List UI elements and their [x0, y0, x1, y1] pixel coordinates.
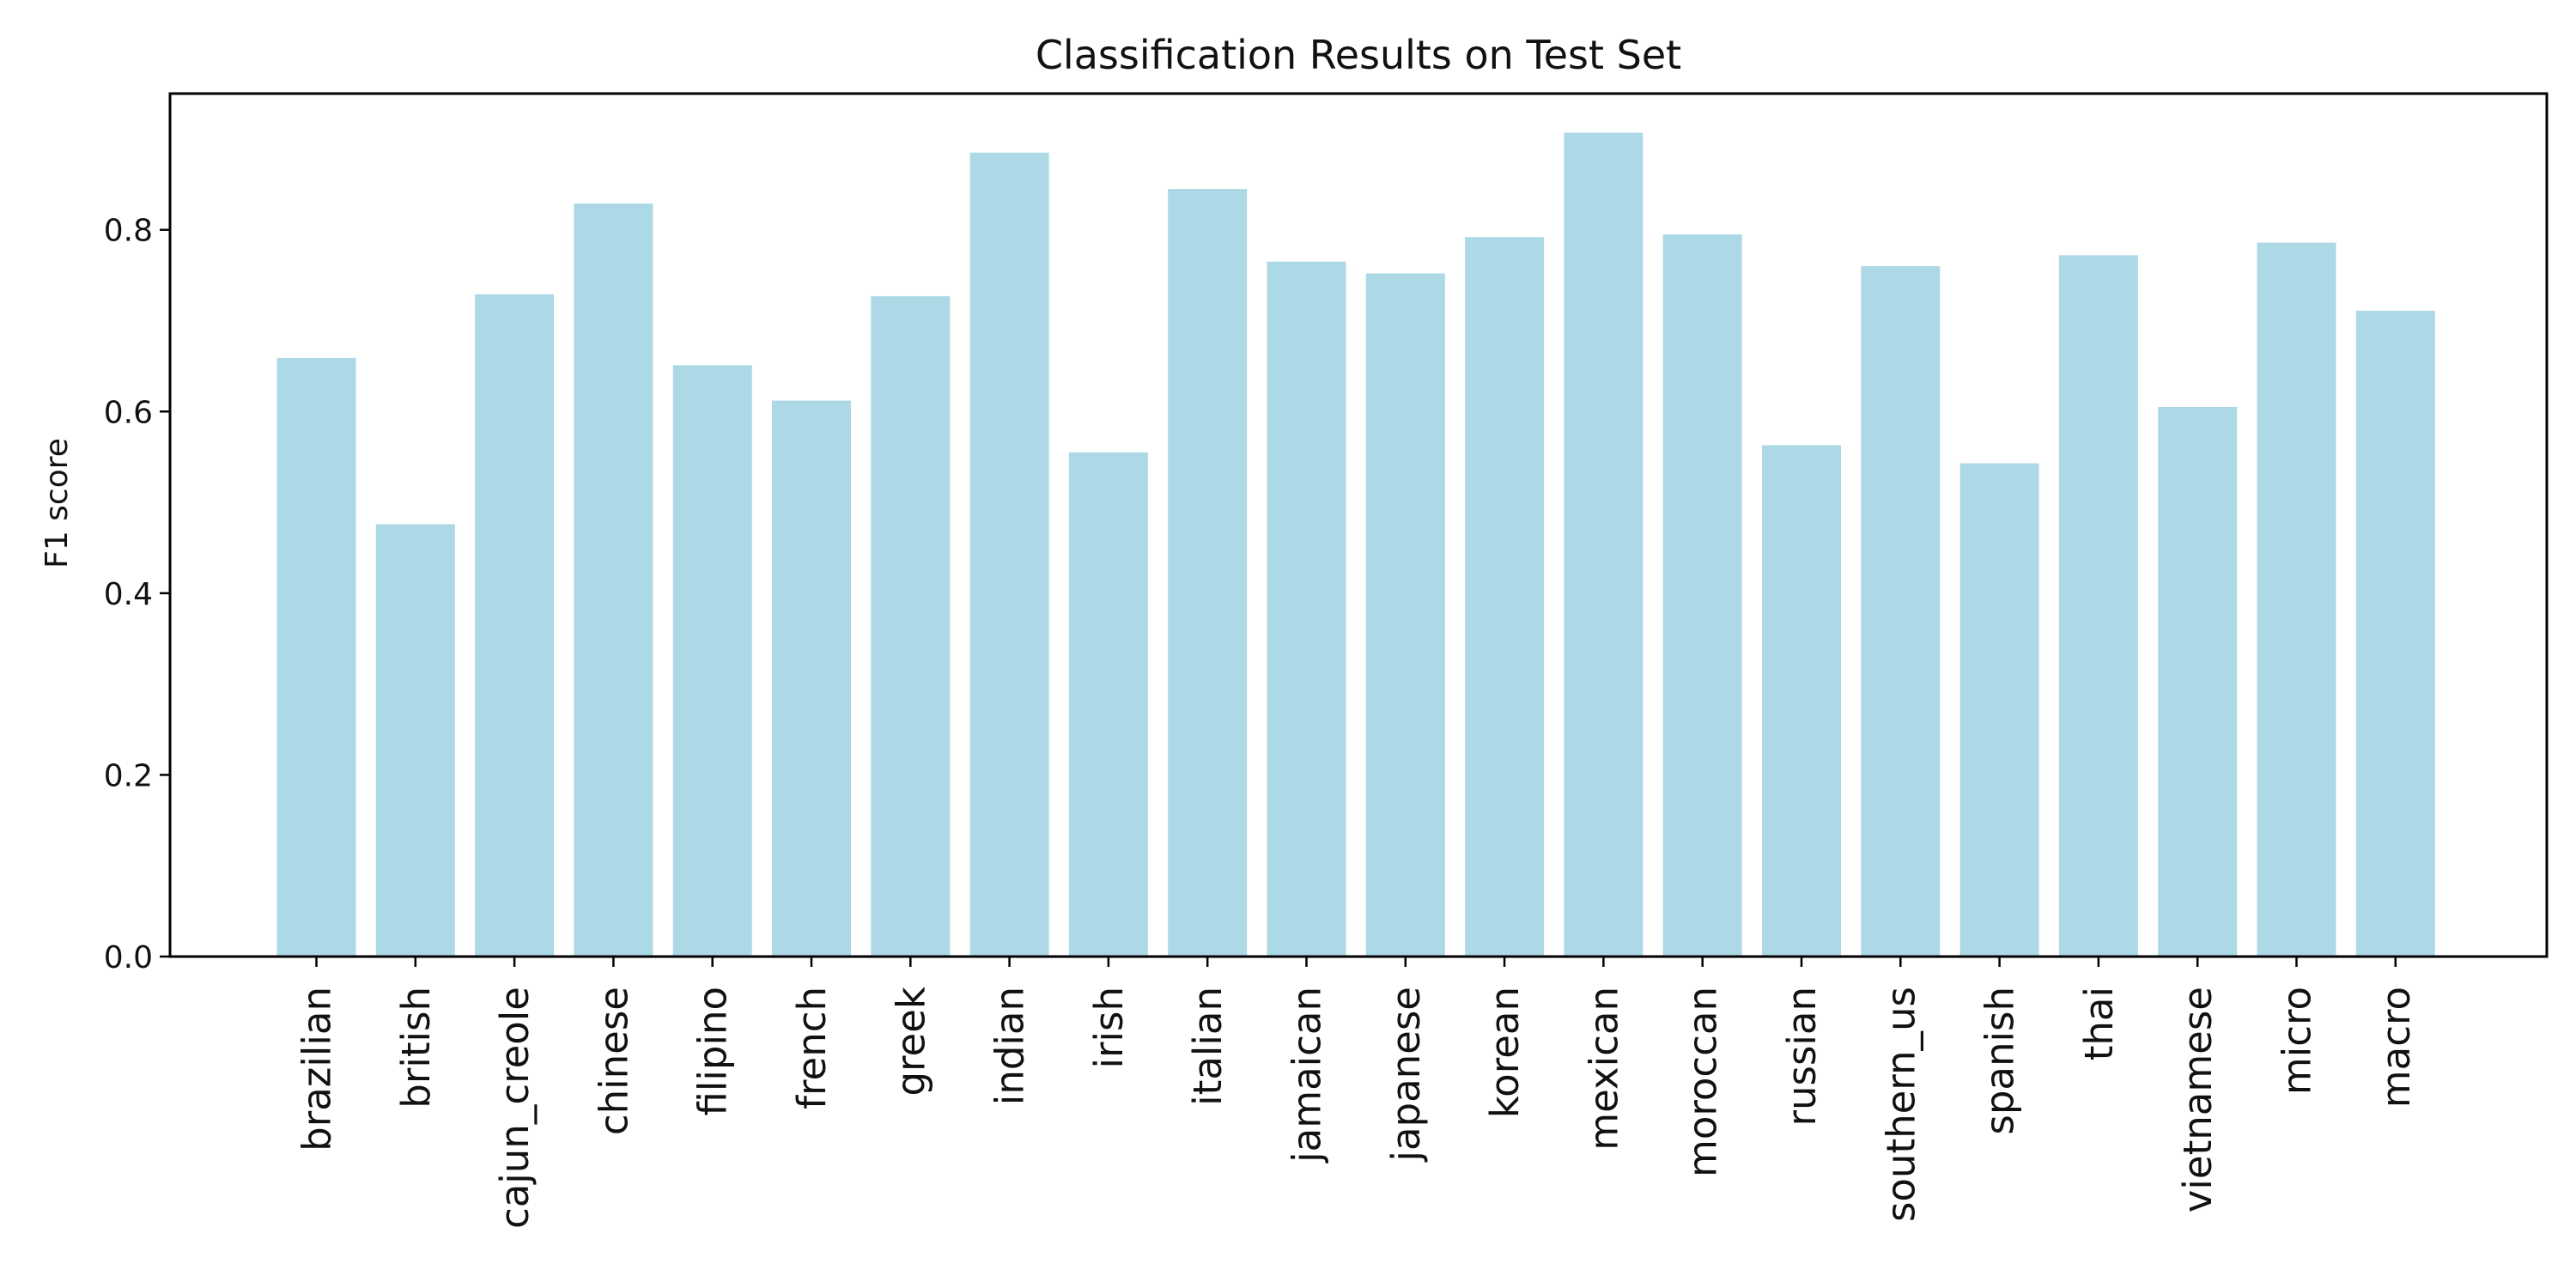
- bar-mexican: [1564, 132, 1643, 957]
- x-tick-label: cajun_creole: [492, 987, 538, 1229]
- y-tick-label: 0.6: [104, 395, 153, 430]
- bar-indian: [969, 152, 1049, 957]
- bar-cajun_creole: [475, 294, 555, 957]
- x-tick-label: brazilian: [295, 987, 340, 1151]
- bar-greek: [871, 295, 951, 957]
- x-tick-label: mexican: [1581, 987, 1626, 1151]
- bar-micro: [2257, 242, 2336, 957]
- x-tick-label: southern_us: [1878, 987, 1923, 1222]
- y-tick-label: 0.2: [104, 758, 153, 793]
- bar-korean: [1465, 237, 1545, 957]
- bar-thai: [2058, 255, 2138, 957]
- bar-brazilian: [276, 357, 356, 957]
- x-tick-label: japanese: [1383, 987, 1429, 1163]
- x-tick-label: greek: [888, 987, 933, 1097]
- bar-moroccan: [1662, 234, 1742, 957]
- y-tick-label: 0.8: [104, 214, 153, 249]
- x-tick-label: italian: [1185, 987, 1230, 1106]
- x-tick-label: russian: [1779, 987, 1825, 1127]
- x-tick-label: filipino: [690, 987, 736, 1115]
- y-tick-label: 0.4: [104, 577, 153, 612]
- x-tick-label: vietnamese: [2175, 987, 2221, 1212]
- bar-vietnamese: [2158, 406, 2238, 957]
- chart-title: Classification Results on Test Set: [1036, 32, 1681, 78]
- bars-group: [276, 132, 2435, 957]
- bar-macro: [2355, 310, 2435, 957]
- bar-french: [772, 400, 851, 957]
- x-axis: brazilian british cajun_creole chinese filip…: [295, 957, 2419, 1229]
- x-tick-label: irish: [1086, 987, 1132, 1068]
- y-axis-label: F1 score: [39, 438, 75, 568]
- x-tick-label: macro: [2373, 987, 2419, 1108]
- bar-chinese: [574, 204, 653, 957]
- x-tick-label: jamaican: [1285, 987, 1330, 1163]
- x-tick-label: moroccan: [1680, 987, 1726, 1177]
- y-tick-label: 0.0: [104, 940, 153, 975]
- plot-frame: [168, 92, 2549, 958]
- x-tick-label: korean: [1482, 987, 1528, 1118]
- bar-british: [375, 524, 455, 957]
- x-tick-label: spanish: [1978, 987, 2023, 1135]
- bar-spanish: [1959, 463, 2039, 957]
- y-axis: 0.0 0.2 0.4 0.6 0.8: [104, 214, 170, 975]
- bar-jamaican: [1267, 261, 1346, 957]
- bar-southern_us: [1861, 266, 1941, 957]
- x-tick-label: french: [789, 987, 835, 1109]
- x-tick-label: micro: [2275, 987, 2320, 1095]
- x-tick-label: chinese: [591, 987, 636, 1135]
- bar-irish: [1068, 452, 1148, 957]
- bar-italian: [1168, 189, 1248, 957]
- bar-russian: [1762, 445, 1841, 957]
- x-tick-label: indian: [987, 987, 1033, 1105]
- bar-japanese: [1365, 273, 1445, 957]
- x-tick-label: thai: [2076, 987, 2122, 1060]
- x-tick-label: british: [393, 987, 439, 1109]
- bar-filipino: [672, 365, 752, 957]
